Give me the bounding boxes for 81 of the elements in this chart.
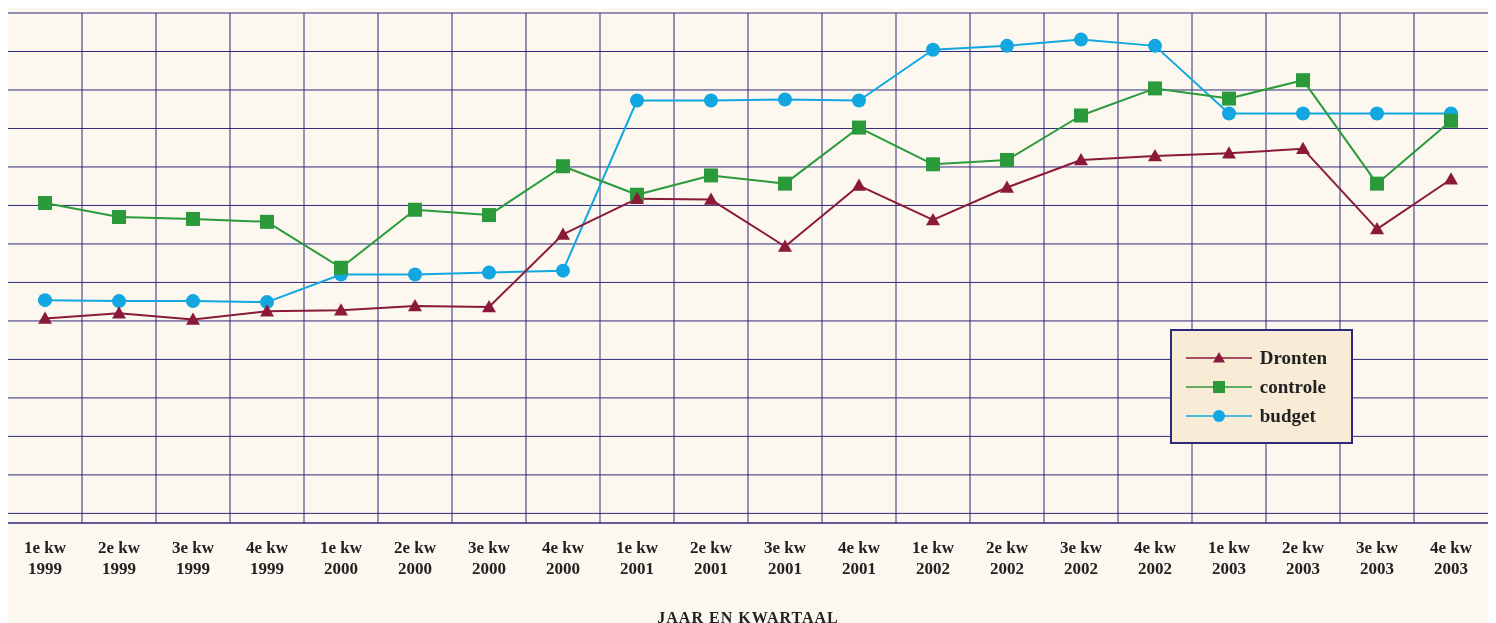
point [1296,106,1310,121]
legend-label: budget [1259,404,1316,427]
x-tick-label: 2e kw 2000 [393,538,437,578]
point [1370,222,1384,235]
x-tick-label: 1e kw 2000 [319,538,363,578]
point [408,202,422,217]
x-tick-label: 2e kw 2001 [689,538,733,578]
point [1000,180,1014,193]
point [1074,32,1088,47]
x-axis-title: JAAR EN KWARTAAL [657,609,839,623]
point [852,93,866,108]
point [852,178,866,191]
point [1148,38,1162,53]
point [38,311,52,324]
point [260,214,274,229]
point [852,120,866,135]
x-tick-label: 2e kw 2002 [985,538,1029,578]
point [112,294,126,309]
point [926,212,940,226]
legend-label: controle [1259,375,1326,398]
x-tick-label: 4e kw 2003 [1429,538,1473,578]
point [556,159,570,174]
point [1296,141,1310,155]
point [778,239,792,252]
point [704,93,718,108]
point [1000,38,1014,53]
point [408,267,422,282]
point [38,293,52,308]
point [778,92,792,107]
x-tick-label: 3e kw 2003 [1355,538,1399,578]
point [778,176,792,191]
x-tick-label: 2e kw 1999 [97,538,141,578]
point [1370,106,1384,121]
point [1370,176,1384,191]
point [1074,108,1088,123]
point [482,265,496,280]
x-tick-label: 3e kw 2001 [763,538,807,578]
point [334,303,348,316]
point [704,192,718,205]
point [260,304,274,317]
x-tick-label: 1e kw 2002 [911,538,955,578]
x-tick-label: 3e kw 2002 [1059,538,1103,578]
point [186,294,200,309]
point [1222,91,1236,106]
point [704,168,718,183]
x-tick-label: 1e kw 2003 [1207,538,1251,578]
x-tick-label: 1e kw 2001 [615,538,659,578]
point [1000,152,1014,167]
point [1222,106,1236,121]
point [186,211,200,226]
x-tick-label: 3e kw 1999 [171,538,215,578]
point [260,295,274,310]
point [630,191,644,204]
point [1444,113,1458,128]
point [186,312,200,325]
x-tick-label: 4e kw 1999 [245,538,289,578]
point [630,93,644,108]
point [1148,149,1162,162]
point [556,227,570,240]
point [482,299,496,313]
x-tick-label: 1e kw 1999 [23,538,67,578]
x-tick-label: 4e kw 2001 [837,538,881,578]
x-tick-label: 4e kw 2002 [1133,538,1177,578]
legend-label: Dronten [1259,346,1328,369]
point [482,208,496,223]
point [1148,81,1162,96]
point [1074,152,1088,166]
point [1222,146,1236,159]
point [334,260,348,275]
point [38,195,52,210]
point [1296,73,1310,88]
x-tick-label: 2e kw 2003 [1281,538,1325,578]
point [556,263,570,278]
x-tick-label: 4e kw 2000 [541,538,585,578]
point [112,306,126,319]
point [926,157,940,172]
point [926,42,940,57]
x-tick-label: 3e kw 2000 [467,538,511,578]
point [408,298,422,312]
point [1444,172,1458,185]
point [112,210,126,224]
